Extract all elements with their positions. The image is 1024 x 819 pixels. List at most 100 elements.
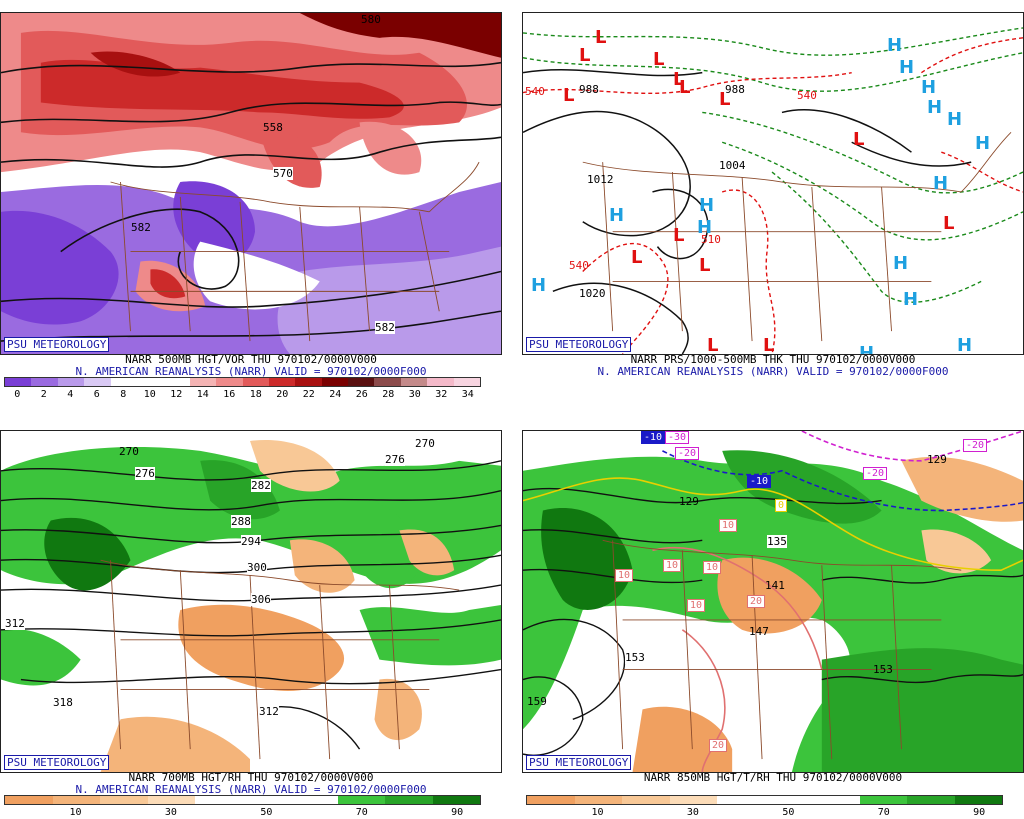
map-700mb-rh: 270 276 282 288 294 300 306 312 318 312 … [0,430,502,773]
colorbar-tick-label: 16 [223,389,236,400]
height-label: 147 [749,625,769,638]
contour-label: 318 [53,696,73,709]
colorbar-swatch [31,378,58,386]
colorbar [4,795,481,805]
high-pressure-marker: H [933,173,949,194]
height-label: 153 [625,651,645,664]
colorbar [526,795,1003,805]
height-label: 159 [527,695,547,708]
thickness-label: 540 [569,259,589,272]
contour-label: 582 [375,321,395,334]
colorbar-tick-label: 90 [451,807,464,818]
isotherm-label: 10 [719,519,738,532]
map-850mb-temp-rh: 129 135 141 147 153 153 159 129 -10 -20 -2… [522,430,1024,773]
colorbar-tick-label: 50 [260,807,273,818]
colorbar [4,377,481,387]
low-pressure-marker: L [943,213,955,234]
colorbar-swatch [907,796,955,804]
chart-title: NARR PRS/1000-500MB THK THU 970102/0000V… [630,353,916,366]
colorbar-swatch [527,796,575,804]
low-pressure-marker: L [679,77,691,98]
colorbar-tick-label: 34 [461,389,474,400]
high-pressure-marker: H [975,133,991,154]
colorbar-swatch [195,796,243,804]
colorbar-tick-label: 50 [782,807,795,818]
colorbar-swatch [242,378,269,386]
low-pressure-marker: L [673,69,685,90]
colorbar-swatch [242,796,290,804]
colorbar-ticks: 0 2 4 6 8 10 12 14 16 18 20 22 24 26 28 30 32 34 [4,389,481,401]
colorbar-tick-label: 0 [14,389,21,400]
contour-label: 288 [231,515,251,528]
isotherm-label: -20 [963,439,988,452]
height-label: 153 [873,663,893,676]
contour-label: 312 [259,705,279,718]
contour-label: 282 [251,479,271,492]
isotherm-label: 20 [709,739,728,752]
colorbar-swatch [385,796,433,804]
panel-700mb-rh: 270 276 282 288 294 300 306 312 318 312 … [0,418,502,818]
isotherm-label: 10 [687,599,706,612]
colorbar-tick-label: 6 [93,389,100,400]
colorbar-swatch [268,378,296,386]
contour-label: 276 [135,467,155,480]
low-pressure-marker: L [653,49,665,70]
low-pressure-marker: L [579,45,591,66]
colorbar-swatch [812,796,860,804]
colorbar-tick-label: 28 [382,389,395,400]
isotherm-label: -10 [747,475,772,488]
high-pressure-marker: H [927,97,943,118]
colorbar-swatch [348,378,375,386]
colorbar-swatch [216,378,243,386]
colorbar-tick-label: 14 [196,389,209,400]
psu-meteorology-label: PSU METEOROLOGY [4,337,110,352]
colorbar-swatch [574,796,622,804]
colorbar-swatch [290,796,338,804]
colorbar-ticks: 10 30 50 70 90 [526,807,1003,819]
high-pressure-marker: H [899,57,915,78]
contour-label: 558 [263,121,283,134]
contour-label: 294 [241,535,261,548]
colorbar-tick-label: 12 [170,389,183,400]
panel-pressure-thickness: 988 988 1004 1012 1020 540 540 510 540 H… [522,0,1024,400]
contour-label: 580 [361,13,381,26]
high-pressure-marker: H [957,335,973,355]
pressure-label: 988 [579,83,599,96]
isotherm-label: 0 [775,499,788,512]
high-pressure-marker: H [859,343,875,355]
psu-meteorology-label: PSU METEOROLOGY [526,337,632,352]
map-pressure-thickness: 988 988 1004 1012 1020 540 540 510 540 H… [522,12,1024,355]
colorbar-swatch [5,796,53,804]
high-pressure-marker: H [697,217,713,238]
contour-label: 306 [251,593,271,606]
colorbar-swatch [321,378,349,386]
isotherm-label: 10 [615,569,634,582]
chart-title: NARR 850MB HGT/T/RH THU 970102/0000V000 [643,771,903,784]
colorbar-swatch [859,796,907,804]
low-pressure-marker: L [763,335,775,355]
high-pressure-marker: H [609,205,625,226]
colorbar-swatch [717,796,765,804]
colorbar-swatch [147,796,195,804]
colorbar-swatch [622,796,670,804]
colorbar-swatch [100,796,148,804]
vorticity-chart [1,13,501,354]
height-label: 141 [765,579,785,592]
pressure-chart [523,13,1023,354]
low-pressure-marker: L [853,129,865,150]
colorbar-tick-label: 26 [355,389,368,400]
colorbar-swatch [136,378,164,386]
contour-label: 582 [131,221,151,234]
colorbar-swatch [295,378,322,386]
high-pressure-marker: H [699,195,715,216]
contour-label: 300 [247,561,267,574]
pressure-label: 1012 [587,173,614,186]
low-pressure-marker: L [631,247,643,268]
colorbar-tick-label: 90 [973,807,986,818]
rh-850-chart [523,431,1023,772]
pressure-label: 1020 [579,287,606,300]
chart-title: NARR 500MB HGT/VOR THU 970102/0000V000 [125,353,377,366]
low-pressure-marker: L [595,27,607,48]
colorbar-tick-label: 30 [408,389,421,400]
colorbar-swatch [110,378,137,386]
